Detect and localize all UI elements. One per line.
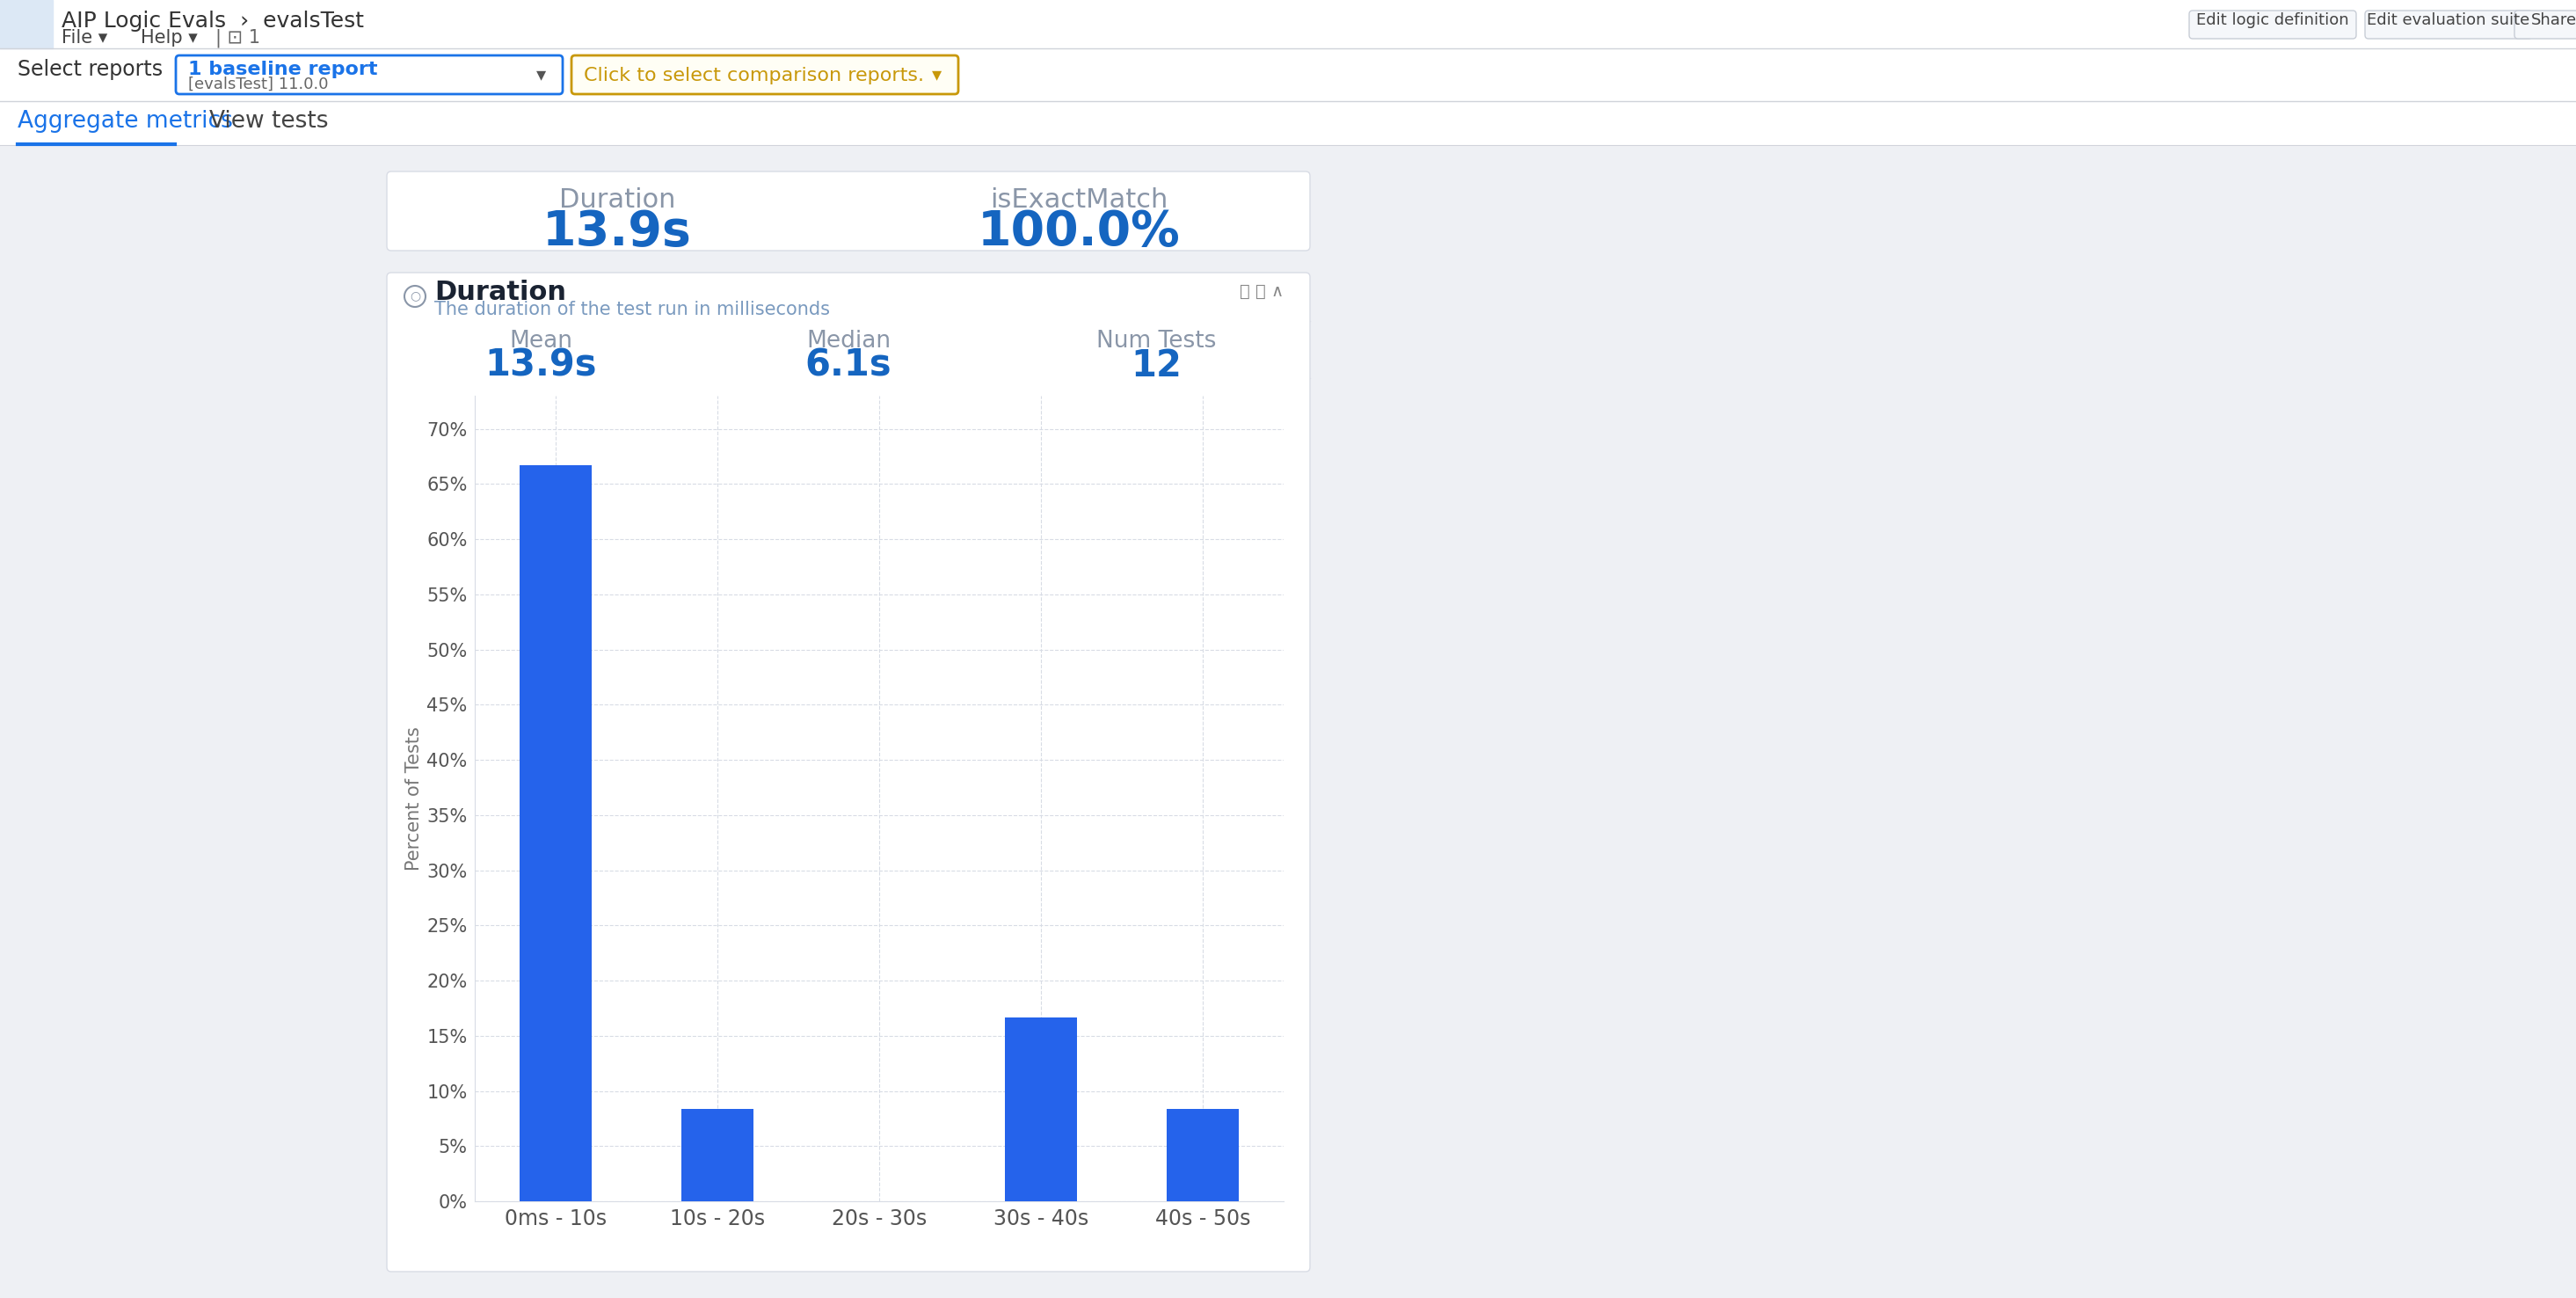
Y-axis label: Percent of Tests: Percent of Tests: [404, 727, 422, 871]
Text: 6.1s: 6.1s: [806, 348, 891, 384]
Text: Edit logic definition: Edit logic definition: [2197, 12, 2349, 29]
Text: 12: 12: [1131, 348, 1182, 384]
FancyBboxPatch shape: [0, 0, 52, 48]
Text: ▾: ▾: [933, 66, 940, 83]
Text: AIP Logic Evals  ›  evalsTest: AIP Logic Evals › evalsTest: [62, 10, 363, 31]
Text: Select reports: Select reports: [18, 58, 162, 80]
FancyBboxPatch shape: [0, 48, 2576, 101]
FancyBboxPatch shape: [2514, 10, 2576, 39]
Text: ▾: ▾: [536, 66, 546, 83]
Text: [evalsTest] 11.0.0: [evalsTest] 11.0.0: [188, 77, 327, 92]
Text: Duration: Duration: [435, 279, 567, 305]
Text: Mean: Mean: [510, 330, 572, 353]
Text: | ⊡ 1: | ⊡ 1: [216, 29, 260, 48]
FancyBboxPatch shape: [386, 171, 1311, 251]
Bar: [1005, 1018, 1077, 1201]
Text: Duration: Duration: [559, 187, 675, 213]
FancyBboxPatch shape: [175, 56, 562, 93]
Text: Share: Share: [2532, 12, 2576, 29]
Text: 13.9s: 13.9s: [484, 348, 598, 384]
FancyBboxPatch shape: [386, 273, 1311, 1272]
Text: ⬛ ⬛ ∧: ⬛ ⬛ ∧: [1239, 283, 1283, 300]
FancyBboxPatch shape: [0, 101, 2576, 145]
Text: 100.0%: 100.0%: [976, 209, 1180, 256]
Text: 1 baseline report: 1 baseline report: [188, 61, 379, 78]
Bar: [680, 1110, 755, 1201]
Text: File ▾: File ▾: [62, 29, 108, 47]
Text: Click to select comparison reports.: Click to select comparison reports.: [585, 66, 925, 84]
Text: The duration of the test run in milliseconds: The duration of the test run in millisec…: [435, 301, 829, 318]
Text: View tests: View tests: [209, 110, 330, 132]
FancyBboxPatch shape: [0, 0, 2576, 48]
FancyBboxPatch shape: [572, 56, 958, 93]
FancyBboxPatch shape: [2190, 10, 2357, 39]
Bar: [1167, 1110, 1239, 1201]
Text: Edit evaluation suite: Edit evaluation suite: [2367, 12, 2530, 29]
Text: 13.9s: 13.9s: [544, 209, 693, 256]
Text: Num Tests: Num Tests: [1097, 330, 1216, 353]
Bar: [520, 466, 592, 1201]
FancyBboxPatch shape: [2365, 10, 2532, 39]
Text: Median: Median: [806, 330, 891, 353]
Text: isExactMatch: isExactMatch: [989, 187, 1167, 213]
Text: Aggregate metrics: Aggregate metrics: [18, 110, 232, 132]
Text: ○: ○: [410, 289, 420, 301]
Text: Help ▾: Help ▾: [142, 29, 198, 47]
